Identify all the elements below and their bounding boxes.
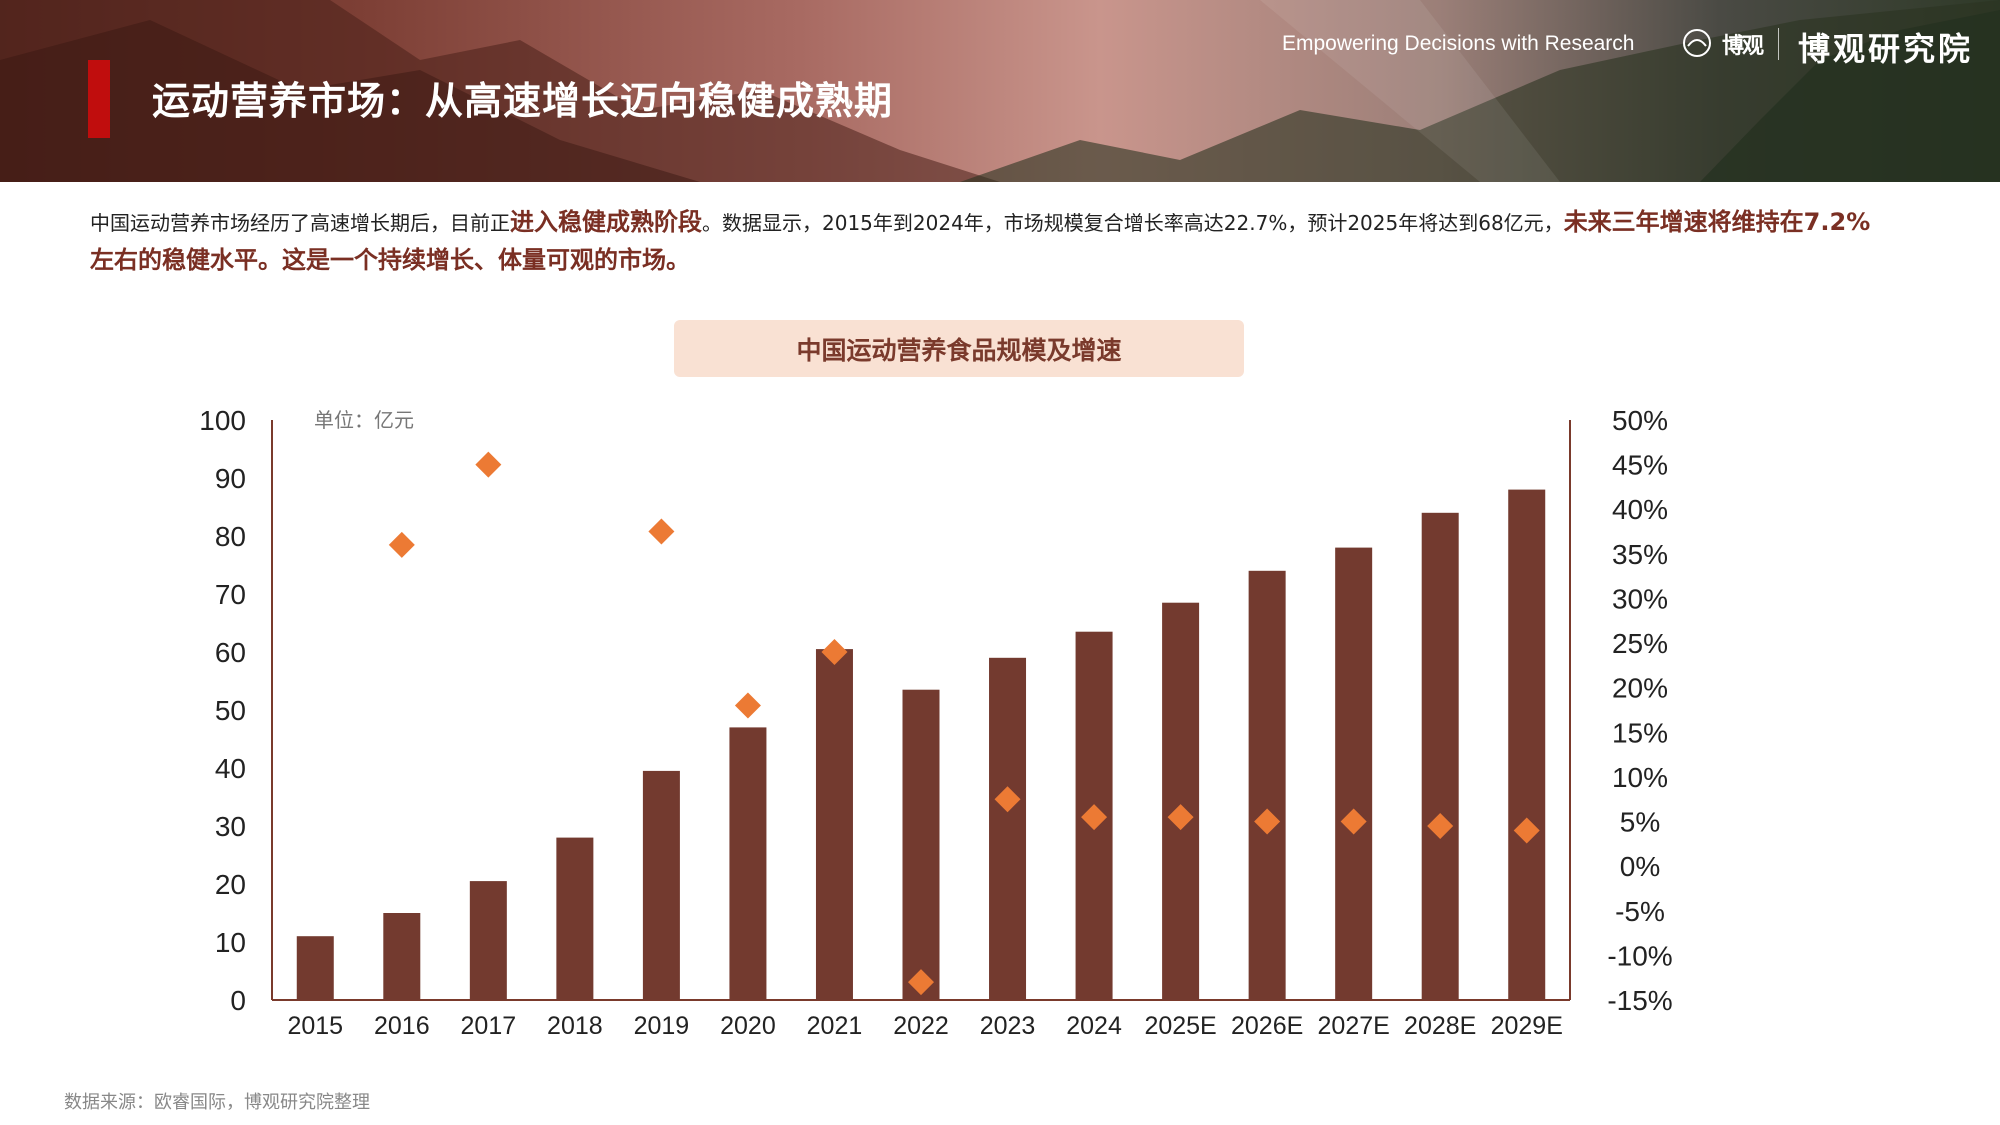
logo-circle-icon <box>1683 29 1711 57</box>
header-banner: 运动营养市场：从高速增长迈向稳健成熟期 Empowering Decisions… <box>0 0 2000 182</box>
y-left-tick-label: 20 <box>215 869 246 900</box>
bar <box>383 913 421 1000</box>
x-tick-label: 2019 <box>634 1012 690 1040</box>
y-right-tick-label: 0% <box>1620 851 1660 882</box>
x-tick-label: 2025E <box>1144 1012 1216 1040</box>
growth-rate-point <box>1254 808 1281 835</box>
logo-mark: 博观 <box>1722 34 1764 59</box>
growth-rate-point <box>734 692 761 719</box>
growth-rate-point <box>821 639 848 665</box>
x-tick-label: 2022 <box>893 1012 949 1040</box>
summary-text-1: 中国运动营养市场经历了高速增长期后，目前正 <box>90 211 510 235</box>
x-tick-label: 2027E <box>1318 1012 1390 1040</box>
x-tick-label: 2023 <box>980 1012 1036 1040</box>
y-right-tick-label: 20% <box>1612 673 1668 704</box>
y-right-tick-label: -10% <box>1607 940 1672 971</box>
x-tick-label: 2020 <box>720 1012 776 1040</box>
bar <box>815 649 853 1000</box>
summary-text-2: 。数据显示，2015年到2024年，市场规模复合增长率高达22.7%，预计202… <box>702 211 1564 235</box>
y-left-tick-label: 10 <box>215 927 246 958</box>
title-accent-bar <box>88 60 110 138</box>
mountain-backdrop <box>0 0 2000 182</box>
y-right-tick-label: -5% <box>1615 896 1665 927</box>
growth-rate-point <box>994 786 1021 813</box>
bar <box>296 936 334 1000</box>
bar <box>642 770 680 1000</box>
bar <box>1248 570 1286 1000</box>
summary-paragraph: 中国运动营养市场经历了高速增长期后，目前正进入稳健成熟阶段。数据显示，2015年… <box>90 204 1890 280</box>
tagline: Empowering Decisions with Research <box>1282 32 1635 55</box>
y-right-tick-label: -15% <box>1607 985 1672 1016</box>
page-title: 运动营养市场：从高速增长迈向稳健成熟期 <box>152 79 894 123</box>
y-right-tick-label: 45% <box>1612 450 1668 481</box>
bar <box>1335 547 1373 1000</box>
x-tick-label: 2015 <box>287 1012 343 1040</box>
growth-rate-point <box>1427 813 1454 839</box>
y-right-tick-label: 10% <box>1612 762 1668 793</box>
growth-rate-point <box>1513 817 1540 844</box>
bar <box>1162 602 1200 1000</box>
source-note: 数据来源：欧睿国际，博观研究院整理 <box>64 1092 370 1113</box>
x-tick-label: 2018 <box>547 1012 603 1040</box>
y-right-tick-label: 50% <box>1612 405 1668 436</box>
chart-title-box: 中国运动营养食品规模及增速 <box>674 320 1244 377</box>
summary-highlight-2: 未来三年增速将维持在7.2%左右的稳健水平。这是一个持续增长、体量可观的市场。 <box>90 208 1871 274</box>
y-left-tick-label: 60 <box>215 637 246 668</box>
bar <box>989 657 1027 1000</box>
x-tick-label: 2028E <box>1404 1012 1476 1040</box>
x-tick-label: 2026E <box>1231 1012 1303 1040</box>
y-left-tick-label: 70 <box>215 579 246 610</box>
x-tick-label: 2021 <box>807 1012 863 1040</box>
growth-rate-point <box>908 969 934 996</box>
bar <box>1508 489 1546 1000</box>
y-right-tick-label: 30% <box>1612 583 1668 614</box>
logo-divider <box>1778 28 1779 60</box>
bar <box>902 689 940 1000</box>
bar <box>469 881 507 1000</box>
growth-rate-point <box>1340 808 1367 835</box>
y-left-tick-label: 100 <box>199 405 246 436</box>
growth-rate-point <box>388 531 415 558</box>
y-right-tick-label: 35% <box>1612 539 1668 570</box>
x-tick-label: 2024 <box>1066 1012 1122 1040</box>
logo-name: 博观研究院 <box>1798 30 1974 68</box>
y-left-tick-label: 30 <box>215 811 246 842</box>
bar <box>729 727 767 1000</box>
bar <box>556 837 594 1000</box>
x-tick-label: 2029E <box>1491 1012 1563 1040</box>
bar <box>1421 512 1459 1000</box>
y-left-tick-label: 50 <box>215 695 246 726</box>
y-left-tick-label: 40 <box>215 753 246 784</box>
growth-rate-point <box>1167 804 1194 831</box>
x-tick-label: 2017 <box>461 1012 517 1040</box>
growth-rate-point <box>648 518 675 545</box>
chart-title: 中国运动营养食品规模及增速 <box>796 335 1122 365</box>
y-right-tick-label: 5% <box>1620 807 1660 838</box>
y-right-tick-label: 40% <box>1612 494 1668 525</box>
growth-rate-point <box>475 451 502 478</box>
y-left-tick-label: 90 <box>215 463 246 494</box>
growth-rate-point <box>1081 804 1108 831</box>
x-tick-label: 2016 <box>374 1012 430 1040</box>
y-right-tick-label: 15% <box>1612 717 1668 748</box>
y-left-tick-label: 0 <box>230 985 246 1016</box>
y-right-tick-label: 25% <box>1612 628 1668 659</box>
summary-highlight-1: 进入稳健成熟阶段 <box>510 208 702 236</box>
unit-label: 单位：亿元 <box>314 408 414 432</box>
y-left-tick-label: 80 <box>215 521 246 552</box>
